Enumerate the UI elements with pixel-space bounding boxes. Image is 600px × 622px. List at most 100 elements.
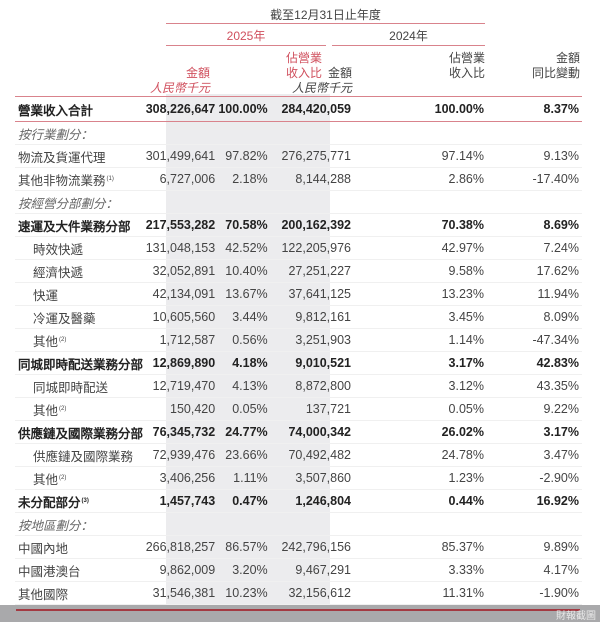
footnote-marker: (2) xyxy=(59,336,67,343)
amount-2025: 3,406,256 xyxy=(145,466,216,490)
amount-2025: 1,712,587 xyxy=(145,328,216,352)
amount-2025: 32,052,891 xyxy=(145,259,216,283)
spacer xyxy=(275,236,278,260)
revenue-table: 營業收入合計 308,226,647 100.00% 284,420,059 1… xyxy=(15,97,582,605)
yoy-change: -2.90% xyxy=(539,471,579,485)
amount-2024: 9,812,161 xyxy=(277,305,351,329)
row-label: 按經營分部劃分： xyxy=(15,190,146,214)
table-row: 時效快遞 131,048,153 42.52% 122,205,976 42.9… xyxy=(15,236,582,260)
spacer xyxy=(275,190,278,214)
pct-2024: 3.45% xyxy=(448,310,484,324)
period-title: 截至12月31日止年度 xyxy=(270,8,381,22)
row-label: 中國內地 xyxy=(15,535,146,559)
pct-2024: 3.33% xyxy=(448,563,484,577)
spacer xyxy=(275,558,278,582)
spacer xyxy=(275,259,278,283)
amount-2024: 8,872,800 xyxy=(277,374,351,398)
row-label: 同城即時配送業務分部 xyxy=(15,351,146,375)
col-header-pct-2024: 佔營業 收入比 xyxy=(448,51,485,80)
row-label: 其他(2) xyxy=(15,328,146,352)
table-row: 營業收入合計 308,226,647 100.00% 284,420,059 1… xyxy=(15,97,582,122)
amount-2025: 150,420 xyxy=(145,397,216,421)
spacer xyxy=(275,420,278,444)
yoy-change: -47.34% xyxy=(532,333,579,347)
yoy-change: 43.35% xyxy=(536,379,579,393)
table-row: 物流及貨運代理 301,499,641 97.82% 276,275,771 9… xyxy=(15,144,582,168)
amount-2024: 9,467,291 xyxy=(277,558,351,582)
yoy-change: 9.13% xyxy=(543,149,579,163)
pct-2025: 0.05% xyxy=(215,397,276,421)
watermark: 財報截圖 xyxy=(556,611,596,622)
amount-2024: 122,205,976 xyxy=(277,236,351,260)
footnote-marker: (2) xyxy=(59,474,67,481)
pct-2024-and-change: 97.14% 9.13% xyxy=(351,144,582,168)
yoy-change: 8.69% xyxy=(543,218,579,232)
yoy-change: 3.47% xyxy=(543,448,579,462)
col-header-amount-2025: 金額 人民幣千元 xyxy=(149,66,210,95)
row-label: 其他(2) xyxy=(15,466,146,490)
footnote-marker: (2) xyxy=(59,405,67,412)
row-label: 供應鏈及國際業務分部 xyxy=(15,420,146,444)
amount-2025: 42,134,091 xyxy=(145,282,216,306)
table-row: 快運 42,134,091 13.67% 37,641,125 13.23% 11… xyxy=(15,282,582,306)
year-2025-heading: 2025年 xyxy=(226,29,266,43)
row-label: 快運 xyxy=(15,282,146,306)
spacer xyxy=(275,282,278,306)
pct-2025: 86.57% xyxy=(215,535,276,559)
pct-2024: 42.97% xyxy=(441,241,484,255)
row-label: 其他國際 xyxy=(15,581,146,605)
pct-2024-and-change: 85.37% 9.89% xyxy=(351,535,582,559)
period-rule xyxy=(166,23,485,24)
table-row: 按經營分部劃分： xyxy=(15,190,582,214)
table-row: 按地區劃分： xyxy=(15,512,582,536)
pct-2024-and-change xyxy=(351,121,582,145)
yoy-change: -1.90% xyxy=(539,586,579,600)
pct-2025: 4.13% xyxy=(215,374,276,398)
pct-2024-and-change: 3.17% 42.83% xyxy=(351,351,582,375)
pct-2024: 2.86% xyxy=(448,172,484,186)
pct-2025: 42.52% xyxy=(215,236,276,260)
row-label: 其他非物流業務(1) xyxy=(15,167,146,191)
bottom-rule xyxy=(16,609,580,611)
table-row: 其他(2) 3,406,256 1.11% 3,507,860 1.23% -2.… xyxy=(15,466,582,490)
spacer xyxy=(275,443,278,467)
spacer xyxy=(275,581,278,605)
pct-2024-and-change: 42.97% 7.24% xyxy=(351,236,582,260)
amount-2024 xyxy=(277,512,351,536)
spacer xyxy=(275,466,278,490)
spacer xyxy=(275,512,278,536)
pct-2024: 70.38% xyxy=(441,218,484,232)
pct-2025 xyxy=(215,190,276,214)
spacer xyxy=(275,397,278,421)
table-row: 其他非物流業務(1) 6,727,006 2.18% 8,144,288 2.8… xyxy=(15,167,582,191)
yoy-change: 8.09% xyxy=(543,310,579,324)
pct-2025: 3.44% xyxy=(215,305,276,329)
amount-2024: 3,251,903 xyxy=(277,328,351,352)
yoy-change: 9.22% xyxy=(543,402,579,416)
row-label: 冷運及醫藥 xyxy=(15,305,146,329)
pct-2025: 70.58% xyxy=(215,213,276,237)
amount-2025: 217,553,282 xyxy=(145,213,216,237)
table-row: 冷運及醫藥 10,605,560 3.44% 9,812,161 3.45% 8.… xyxy=(15,305,582,329)
row-label: 按地區劃分： xyxy=(15,512,146,536)
spacer xyxy=(275,97,278,122)
amount-2025: 10,605,560 xyxy=(145,305,216,329)
amount-2024: 200,162,392 xyxy=(277,213,351,237)
pct-2024: 0.44% xyxy=(448,494,484,508)
yoy-change: 4.17% xyxy=(543,563,579,577)
pct-2025: 2.18% xyxy=(215,167,276,191)
pct-2025: 10.23% xyxy=(215,581,276,605)
row-label: 其他(2) xyxy=(15,397,146,421)
pct-2024-and-change: 13.23% 11.94% xyxy=(351,282,582,306)
pct-2024-and-change xyxy=(351,512,582,536)
pct-2024-and-change: 9.58% 17.62% xyxy=(351,259,582,283)
row-label: 中國港澳台 xyxy=(15,558,146,582)
amount-2024: 3,507,860 xyxy=(277,466,351,490)
pct-2025: 23.66% xyxy=(215,443,276,467)
pct-2025 xyxy=(215,121,276,145)
row-label: 同城即時配送 xyxy=(15,374,146,398)
pct-2024: 100.00% xyxy=(434,102,484,116)
yoy-change: 17.62% xyxy=(536,264,579,278)
pct-2024-and-change: 2.86% -17.40% xyxy=(351,167,582,191)
year-2024-rule xyxy=(332,45,485,46)
